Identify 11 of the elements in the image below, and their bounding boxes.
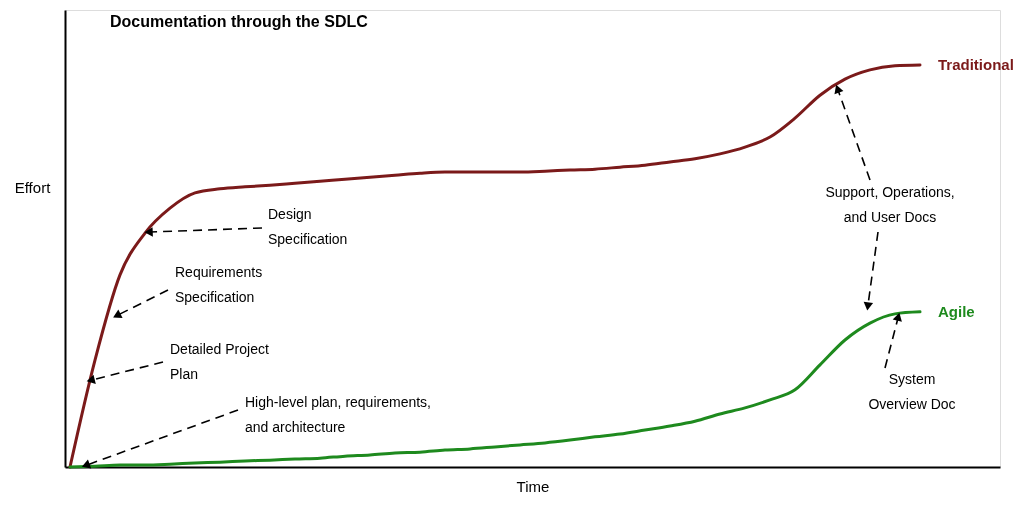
series-label: Traditional	[938, 56, 1014, 74]
chart-title: Documentation through the SDLC	[110, 13, 369, 30]
annotation: Detailed Project Plan	[170, 341, 269, 382]
annotation: System Overview Doc	[868, 371, 956, 412]
y-axis-title: Effort	[14, 178, 52, 196]
annotation: Requirements Specification	[175, 264, 263, 305]
annotation: High-level plan, requirements, and architecture	[245, 394, 431, 435]
annotation: Design Specification	[268, 206, 348, 247]
annotation: Support, Operations, and User Docs	[825, 184, 955, 225]
x-axis-title: Time	[516, 477, 550, 495]
series-label: Agile	[938, 302, 975, 320]
